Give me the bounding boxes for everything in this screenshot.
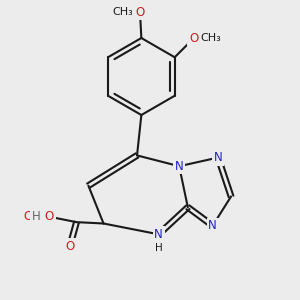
Text: O: O <box>45 210 54 223</box>
Text: CH₃: CH₃ <box>112 7 133 17</box>
Text: CH₃: CH₃ <box>201 33 222 43</box>
Text: O: O <box>189 32 198 45</box>
Text: N: N <box>208 219 217 232</box>
Text: N: N <box>175 160 184 173</box>
Text: OH: OH <box>23 210 41 223</box>
Text: H: H <box>155 243 163 253</box>
Text: O: O <box>65 240 74 253</box>
Text: H: H <box>32 210 40 223</box>
Text: O: O <box>135 6 145 19</box>
Text: N: N <box>214 151 223 164</box>
Text: N: N <box>154 228 163 241</box>
